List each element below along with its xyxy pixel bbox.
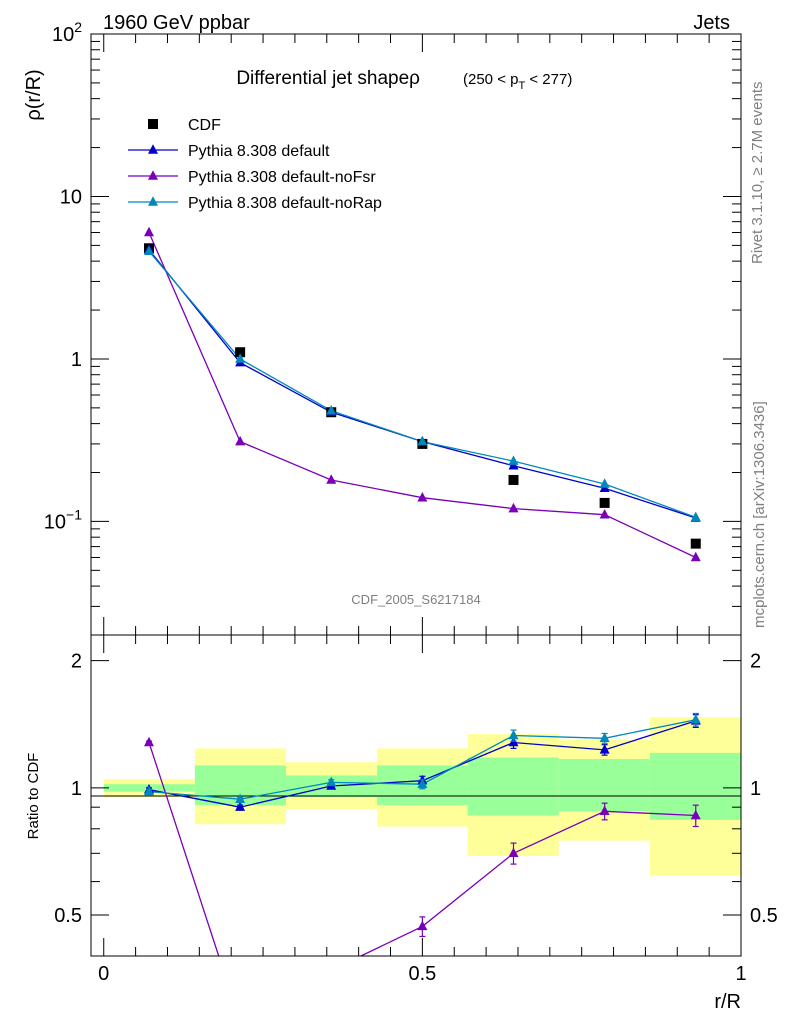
ytick-base: 10 (52, 24, 74, 46)
marker-s3-p5 (599, 478, 610, 488)
ratio-marker-s2-p3 (417, 778, 428, 788)
ytick-exp: 2 (74, 19, 82, 35)
ytick-base: 10 (60, 186, 82, 208)
legend: CDF Pythia 8.308 default Pythia 8.308 defa… (128, 117, 382, 212)
legend-marker-1 (148, 144, 158, 154)
legend-label-1: Pythia 8.308 default (188, 143, 330, 160)
legend-label-0: CDF (188, 117, 221, 134)
ratio-marker-s0-p5 (599, 744, 610, 754)
ytick-base: 1 (71, 349, 82, 371)
main-ytick-label-2: 10 (60, 186, 82, 208)
legend-marker-2 (148, 170, 158, 180)
ytick-exp: −1 (66, 506, 82, 522)
xtick-label-2: 1 (735, 963, 746, 985)
marker-s2-p0 (143, 226, 154, 237)
ratio-ytick-label-left-2: 2 (71, 651, 82, 673)
ytick-base: 10 (44, 511, 66, 533)
marker-s3-p2 (326, 404, 337, 415)
ratio-marker-s2-p1 (235, 793, 246, 803)
ratio-series-markers (143, 712, 701, 938)
series-line-2 (148, 232, 697, 559)
main-series-markers (143, 226, 701, 562)
ratio-marker-s0-p1 (235, 801, 246, 811)
xtick-label-0: 0 (98, 963, 109, 985)
ratio-ytick-label-left-0: 0.5 (54, 905, 82, 927)
rivet-label: Rivet 3.1.10, ≥ 2.7M events (749, 82, 766, 265)
ratio-marker-s2-p5 (599, 732, 610, 743)
marker-s2-p5 (599, 508, 610, 519)
series-line-3 (148, 250, 697, 518)
ratio-marker-s1-p3 (417, 920, 428, 931)
xtick-label-1: 0.5 (408, 963, 436, 985)
marker-s0-p5 (599, 497, 610, 508)
ratio-marker-s2-p2 (326, 776, 337, 787)
marker-s3-p4 (508, 455, 519, 465)
ratio-marker-s2-p6 (690, 713, 701, 724)
main-y-axis-label: ρ(r/R) (23, 69, 45, 120)
marker-s2-p2 (326, 474, 337, 484)
ratio-y-axis-label: Ratio to CDF (25, 753, 42, 840)
ratio-frame (90, 634, 742, 957)
x-axis-label: r/R (714, 991, 741, 1013)
main-ytick-label-0: 10−1 (44, 506, 82, 533)
ratio-marker-s2-p0 (143, 785, 154, 796)
series-line-1 (148, 249, 697, 519)
ratio-ticks: 0.5 0.5 1 1 2 2 0 0.5 1 (54, 635, 778, 985)
ratio-ytick-label-left-1: 1 (71, 778, 82, 800)
legend-label-3: Pythia 8.308 default-noRap (188, 195, 382, 212)
main-plot-panel: Differential jet shapeρ (250 < pT < 277)… (23, 19, 742, 636)
ratio-ytick-label-right-1: 1 (750, 778, 761, 800)
marker-s3-p0 (143, 245, 154, 256)
title-cut-suffix: < 277) (525, 71, 572, 88)
ratio-ytick-label-right-0: 0.5 (750, 905, 778, 927)
ratio-marker-s2-p4 (508, 729, 519, 740)
legend-marker-3 (148, 196, 158, 206)
marker-s3-p6 (690, 511, 701, 522)
marker-s2-p6 (690, 551, 701, 562)
ratio-ytick-label-right-2: 2 (750, 651, 761, 673)
mcplots-label: mcplots.cern.ch [arXiv:1306.3436] (751, 401, 768, 628)
legend-label-2: Pythia 8.308 default-noFsr (188, 169, 376, 186)
ratio-marker-s1-p6 (690, 809, 701, 820)
marker-s2-p3 (417, 491, 428, 502)
analysis-watermark: CDF_2005_S6217184 (351, 592, 480, 607)
main-ytick-label-1: 1 (71, 349, 82, 371)
marker-s3-p1 (235, 353, 246, 363)
header-left: 1960 GeV ppbar (103, 12, 250, 34)
main-title: Differential jet shapeρ (236, 68, 420, 89)
main-series-lines (148, 232, 697, 559)
ratio-marker-s1-p4 (508, 847, 519, 858)
ratio-marker-s1-p5 (599, 805, 610, 816)
marker-s2-p1 (235, 435, 246, 446)
legend-marker-0 (148, 119, 158, 129)
title-cut-sub: T (518, 80, 525, 92)
header-right: Jets (693, 12, 730, 34)
marker-s3-p3 (417, 435, 428, 446)
title-cut-prefix: (250 < p (463, 71, 518, 88)
green-band-bin-4 (467, 757, 559, 816)
marker-s0-p1 (235, 347, 246, 358)
main-title-cut: (250 < pT < 277) (463, 71, 572, 92)
ratio-plot-panel: 0.5 0.5 1 1 2 2 0 0.5 1 Ratio to CDF r/R (25, 634, 778, 1013)
marker-s0-p6 (690, 538, 701, 549)
marker-s2-p4 (508, 502, 519, 513)
main-ytick-label-3: 102 (52, 19, 82, 46)
marker-s0-p4 (508, 474, 519, 485)
ratio-marker-s1-p0 (143, 736, 154, 747)
